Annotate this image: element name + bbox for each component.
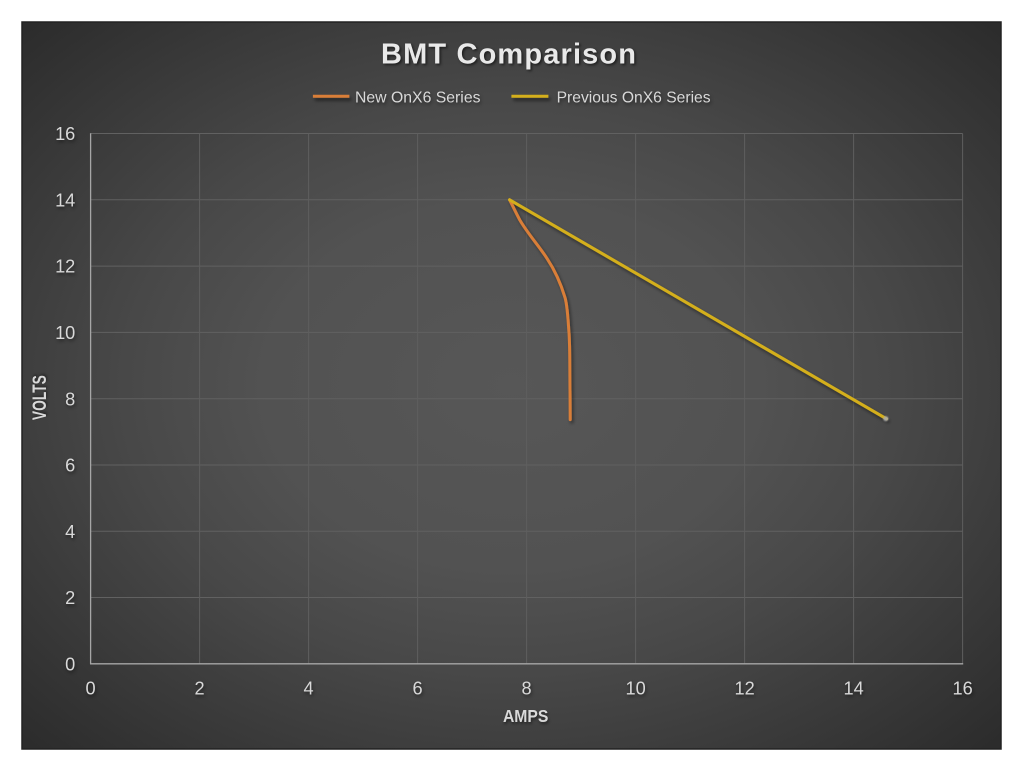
svg-text:0: 0 [65, 654, 75, 674]
svg-text:12: 12 [734, 679, 754, 699]
svg-text:16: 16 [55, 124, 75, 144]
svg-text:0: 0 [86, 679, 96, 699]
svg-text:2: 2 [65, 588, 75, 608]
svg-text:4: 4 [304, 679, 314, 699]
svg-text:Previous OnX6 Series: Previous OnX6 Series [557, 89, 711, 106]
svg-text:16: 16 [952, 679, 972, 699]
svg-text:12: 12 [55, 257, 75, 277]
svg-text:10: 10 [55, 323, 75, 343]
svg-text:2: 2 [195, 679, 205, 699]
svg-text:New OnX6 Series: New OnX6 Series [355, 89, 481, 106]
svg-text:10: 10 [625, 679, 645, 699]
svg-text:VOLTS: VOLTS [30, 375, 51, 420]
svg-text:6: 6 [65, 456, 75, 476]
svg-text:4: 4 [65, 522, 75, 542]
svg-text:8: 8 [522, 679, 532, 699]
svg-text:14: 14 [843, 679, 863, 699]
svg-text:8: 8 [65, 389, 75, 409]
svg-text:AMPS: AMPS [503, 706, 549, 726]
svg-text:6: 6 [413, 679, 423, 699]
svg-text:BMT Comparison: BMT Comparison [381, 38, 636, 70]
svg-text:14: 14 [55, 190, 75, 210]
